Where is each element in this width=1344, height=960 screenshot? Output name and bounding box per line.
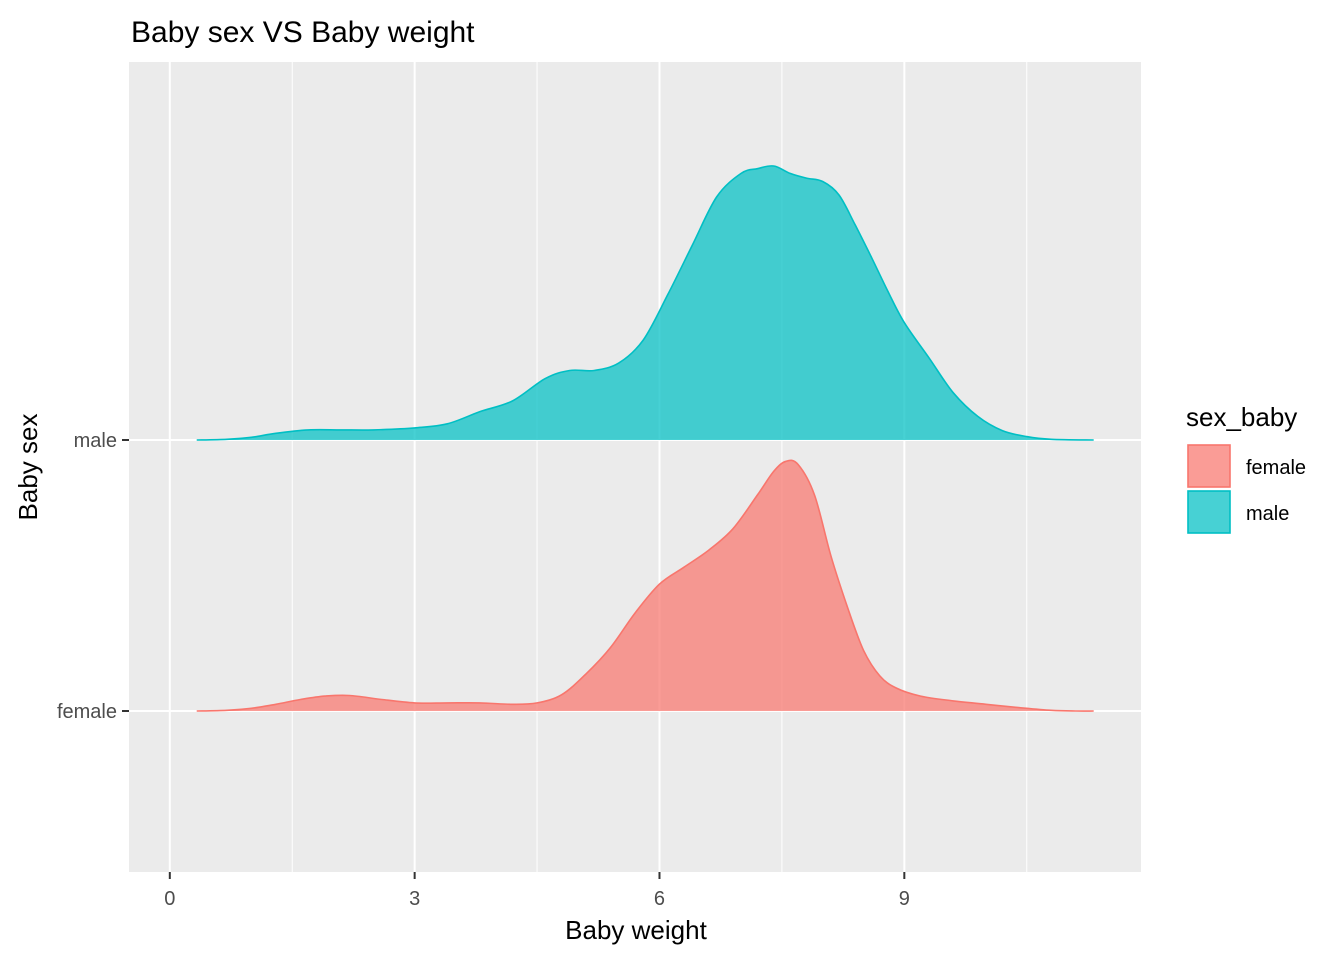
y-tick-label-female: female bbox=[57, 701, 117, 723]
x-tick-label: 0 bbox=[164, 888, 175, 910]
ridge-male-area bbox=[196, 165, 1094, 440]
y-axis-title: Baby sex bbox=[13, 414, 43, 521]
x-tick-label: 3 bbox=[409, 888, 420, 910]
legend-key-male bbox=[1187, 490, 1231, 534]
x-axis: 0 3 6 9 bbox=[164, 872, 910, 910]
ridge-female-line bbox=[196, 459, 1094, 712]
legend-key-female bbox=[1187, 444, 1231, 488]
ridge-male-line bbox=[196, 165, 1094, 441]
ridge-female-area bbox=[196, 460, 1094, 712]
y-tick-label-male: male bbox=[74, 430, 117, 452]
x-axis-title: Baby weight bbox=[565, 915, 707, 945]
legend-title: sex_baby bbox=[1186, 402, 1297, 432]
x-tick-label: 6 bbox=[654, 888, 665, 910]
density-ridges bbox=[196, 165, 1094, 712]
legend-label-male: male bbox=[1246, 503, 1289, 525]
y-axis: female male bbox=[57, 430, 129, 723]
chart-title: Baby sex VS Baby weight bbox=[131, 16, 475, 49]
legend: sex_baby female male bbox=[1186, 402, 1306, 534]
x-tick-label: 9 bbox=[899, 888, 910, 910]
legend-label-female: female bbox=[1246, 457, 1306, 479]
plot-panel bbox=[129, 62, 1141, 872]
